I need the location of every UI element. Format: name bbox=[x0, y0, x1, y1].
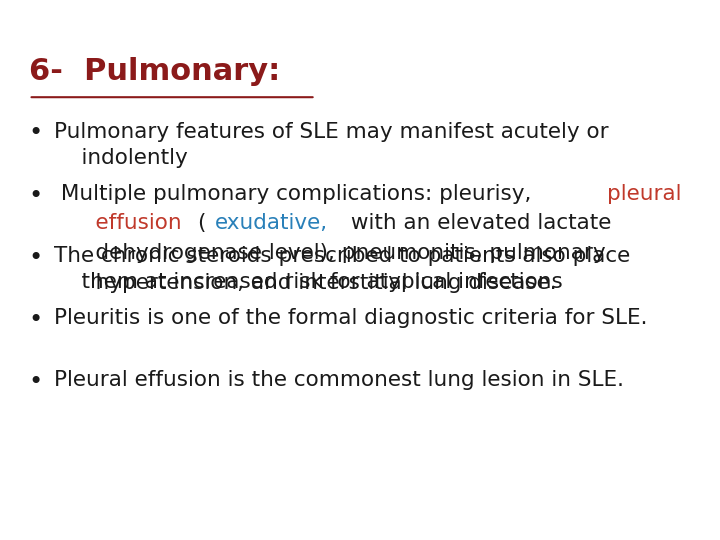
Text: Pulmonary features of SLE may manifest acutely or
    indolently: Pulmonary features of SLE may manifest a… bbox=[54, 122, 609, 168]
Text: 6-  Pulmonary:: 6- Pulmonary: bbox=[29, 57, 280, 86]
Text: with an elevated lactate: with an elevated lactate bbox=[344, 213, 612, 233]
Text: Pleuritis is one of the formal diagnostic criteria for SLE.: Pleuritis is one of the formal diagnosti… bbox=[54, 308, 648, 328]
Text: •: • bbox=[29, 122, 43, 145]
Text: Multiple pulmonary complications: pleurisy,: Multiple pulmonary complications: pleuri… bbox=[54, 184, 539, 204]
Text: exudative,: exudative, bbox=[215, 213, 328, 233]
Text: dehydrogenase level), pneumonitis, pulmonary: dehydrogenase level), pneumonitis, pulmo… bbox=[68, 243, 606, 263]
Text: (: ( bbox=[198, 213, 213, 233]
Text: •: • bbox=[29, 370, 43, 394]
Text: Pleural effusion is the commonest lung lesion in SLE.: Pleural effusion is the commonest lung l… bbox=[54, 370, 624, 390]
Text: •: • bbox=[29, 308, 43, 332]
Text: The chronic steroids prescribed to patients also place
    them at increased ris: The chronic steroids prescribed to patie… bbox=[54, 246, 631, 292]
Text: •: • bbox=[29, 246, 43, 269]
Text: effusion: effusion bbox=[68, 213, 181, 233]
Text: pleural: pleural bbox=[607, 184, 682, 204]
Text: hypertension, and interstitial lung disease.: hypertension, and interstitial lung dise… bbox=[68, 273, 557, 293]
Text: •: • bbox=[29, 184, 43, 207]
